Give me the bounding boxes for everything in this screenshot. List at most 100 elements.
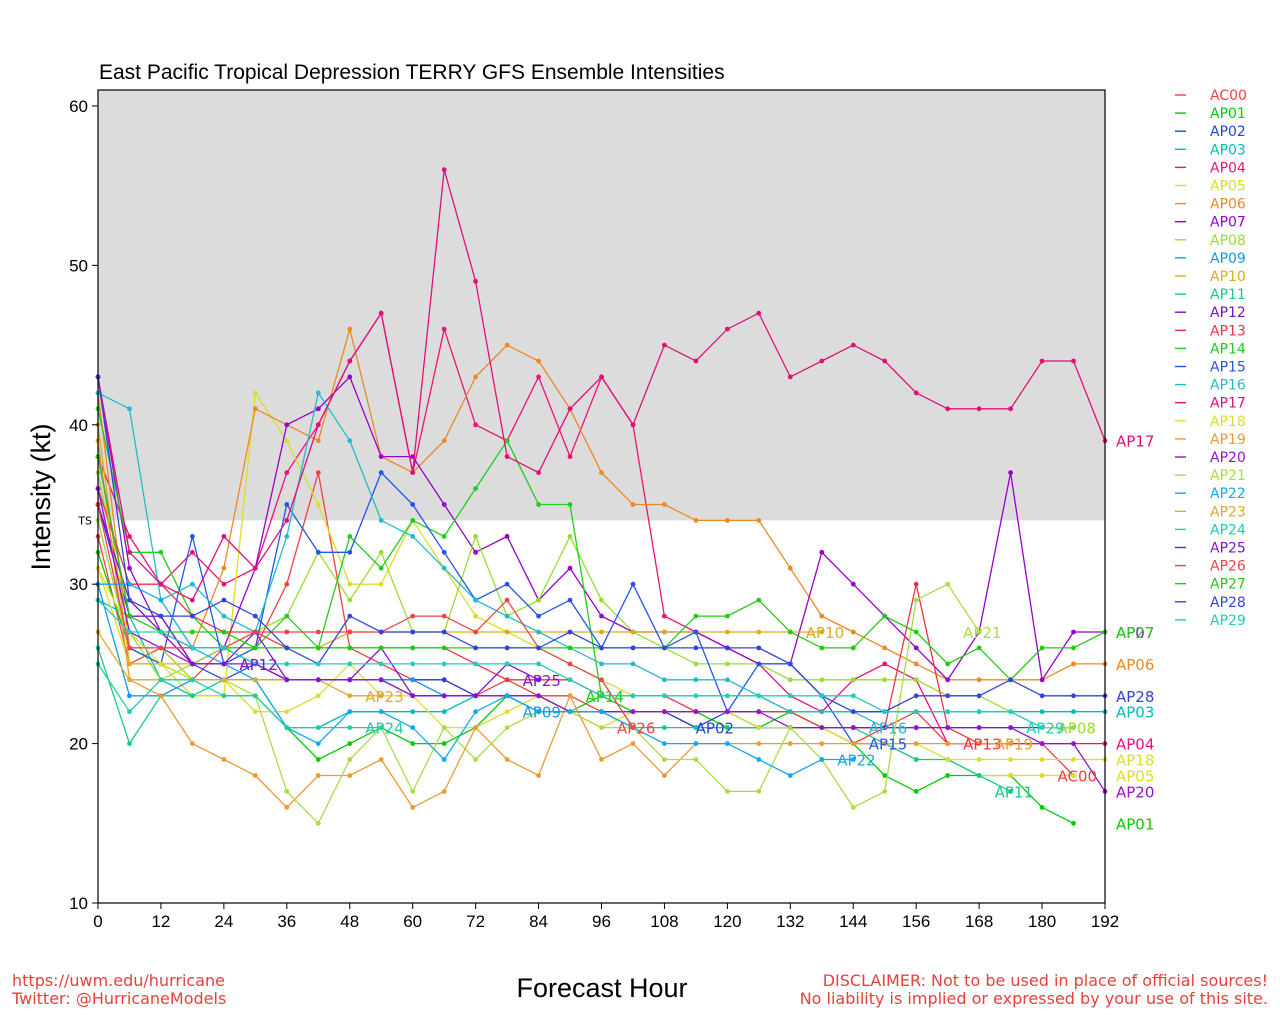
footer-credits: https://uwm.edu/hurricane Twitter: @Hurr… <box>12 972 226 1008</box>
data-point <box>536 693 541 699</box>
data-point <box>441 677 447 683</box>
data-point <box>252 613 258 619</box>
data-point <box>819 613 825 619</box>
data-point <box>315 629 321 635</box>
legend-entry-ap06: AP06 <box>1175 197 1246 213</box>
data-point <box>1071 725 1076 730</box>
data-point <box>410 502 416 507</box>
series-line-ap15 <box>97 471 885 745</box>
data-point <box>473 486 478 491</box>
end-label-ap08: AP08 <box>1058 720 1096 738</box>
legend-label: AP11 <box>1210 287 1246 303</box>
data-point <box>127 693 132 699</box>
data-point <box>567 406 573 412</box>
data-point <box>127 534 132 539</box>
series-ap29 <box>95 597 1045 730</box>
data-point <box>630 661 636 667</box>
footer-url[interactable]: https://uwm.edu/hurricane <box>12 971 225 990</box>
footer-disclaimer: DISCLAIMER: Not to be used in place of o… <box>800 972 1268 1008</box>
legend-entry-ap27: AP27 <box>1175 577 1246 593</box>
legend-entry-ap24: AP24 <box>1175 522 1246 538</box>
data-point <box>693 518 699 523</box>
legend-entry-ap23: AP23 <box>1175 504 1246 520</box>
data-point <box>567 565 573 571</box>
data-point <box>127 741 132 746</box>
data-point <box>882 709 888 715</box>
ts-threshold-label: TS <box>77 514 92 527</box>
data-point <box>536 709 541 715</box>
series-line-ap16 <box>97 391 885 729</box>
legend-label: AP06 <box>1210 197 1246 213</box>
data-point <box>787 677 793 683</box>
data-point <box>504 709 510 715</box>
data-point <box>127 549 132 555</box>
legend-label: AP14 <box>1210 341 1246 357</box>
legend-label: AP12 <box>1210 305 1246 321</box>
end-label-ap17: AP17 <box>1116 433 1154 451</box>
data-point <box>221 629 227 635</box>
legend-entry-ap28: AP28 <box>1175 595 1246 611</box>
data-point <box>190 581 195 587</box>
data-point <box>725 645 730 651</box>
data-point <box>378 725 384 730</box>
data-point <box>158 549 164 555</box>
series-line-ap24 <box>97 663 382 729</box>
data-point <box>410 613 416 619</box>
data-point <box>819 677 825 683</box>
data-point <box>441 534 447 539</box>
data-point <box>756 725 762 730</box>
series-ap19 <box>95 438 1013 810</box>
data-point <box>976 709 982 715</box>
legend-entry-ap22: AP22 <box>1175 486 1246 502</box>
footer-twitter[interactable]: Twitter: @HurricaneModels <box>12 989 227 1008</box>
data-point <box>378 709 384 715</box>
x-tick-label: 144 <box>839 912 867 931</box>
data-point <box>567 454 573 459</box>
data-point <box>441 693 447 699</box>
legend-entry-ap07: AP07 <box>1175 215 1246 231</box>
legend-label: AC00 <box>1210 88 1247 104</box>
data-point <box>441 661 447 667</box>
end-label-ap27: AP27 <box>1116 624 1154 642</box>
legend-label: AP28 <box>1210 595 1246 611</box>
data-point <box>504 725 510 730</box>
x-tick-label: 60 <box>403 912 422 931</box>
data-point <box>630 725 636 730</box>
end-label-ap22: AP22 <box>837 752 875 770</box>
data-point <box>315 757 321 762</box>
data-point <box>441 565 447 571</box>
legend-entry-ap15: AP15 <box>1175 360 1246 376</box>
data-point <box>787 709 793 715</box>
end-label-ap26: AP26 <box>617 720 655 738</box>
x-tick-label: 36 <box>277 912 296 931</box>
legend-label: AP26 <box>1210 559 1246 575</box>
data-point <box>473 709 478 715</box>
data-point <box>315 725 321 730</box>
data-point <box>1071 645 1076 651</box>
data-point <box>725 709 730 715</box>
data-point <box>976 629 982 635</box>
x-tick-label: 0 <box>93 912 102 931</box>
series-line-ap19 <box>97 440 1011 809</box>
data-point <box>725 518 730 523</box>
data-point <box>378 565 384 571</box>
data-point <box>378 454 384 459</box>
legend-label: AP16 <box>1210 378 1246 394</box>
end-label-ap21: AP21 <box>963 624 1001 642</box>
data-point <box>756 645 762 651</box>
legend-label: AP23 <box>1210 504 1246 520</box>
end-label-ap24: AP24 <box>365 720 403 738</box>
data-point <box>913 677 919 683</box>
data-point <box>158 693 164 699</box>
data-point <box>347 693 353 699</box>
end-label-ap10: AP10 <box>806 624 844 642</box>
data-point <box>819 358 825 364</box>
data-point <box>127 645 132 651</box>
legend-entry-ap14: AP14 <box>1175 341 1246 357</box>
data-point <box>190 613 195 619</box>
data-point <box>473 629 478 635</box>
legend: AC00 AP01 AP02 AP03 AP04 AP05 AP06 AP07 AP08 AP09… <box>1175 88 1247 629</box>
data-point <box>567 693 573 699</box>
data-point <box>536 358 541 364</box>
data-point <box>441 645 447 651</box>
